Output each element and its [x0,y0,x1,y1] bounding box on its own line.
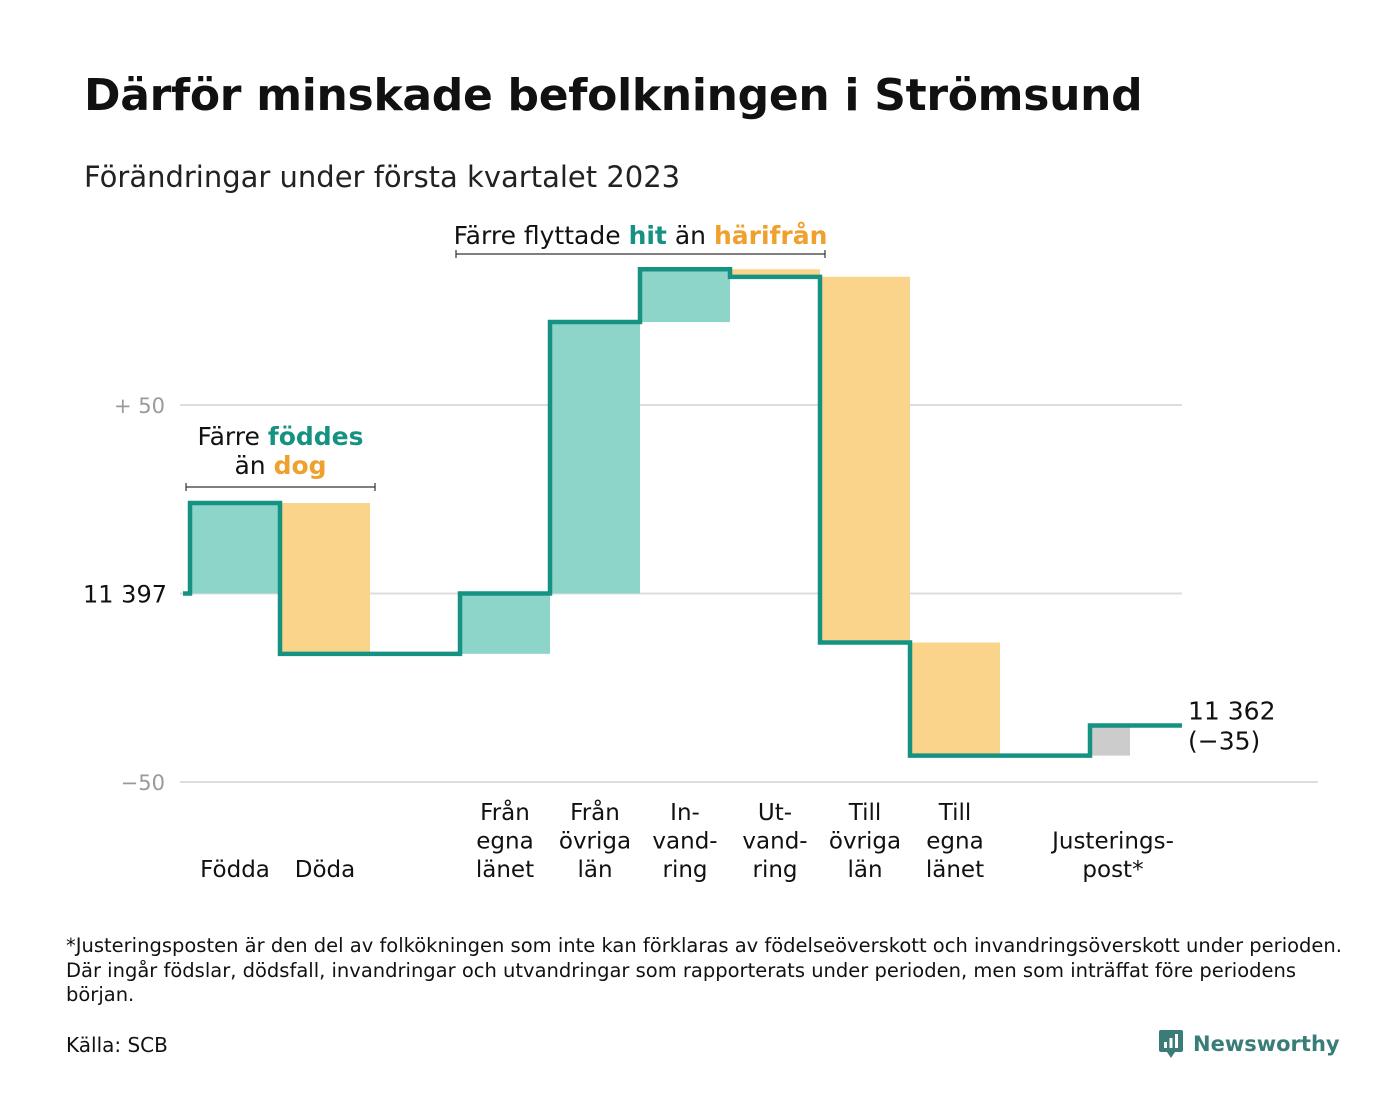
category-label-line: egna [926,829,983,855]
annotation-text: Färre föddes [198,422,364,451]
bar-decrease [730,269,820,277]
category-label-line: post* [1082,857,1143,883]
category-label-line: Från [480,798,530,826]
category-label: Till övriga län [829,800,901,883]
category-label-line: In- [670,800,700,826]
annotation-text-part: dog [274,451,327,480]
category-label: Från övriga län [559,798,631,883]
category-label-line: län [847,857,882,883]
category-label: In-vand-ring [652,800,717,883]
category-label-line: vand- [742,829,807,855]
category-label-line: Till [848,800,882,826]
annotation-text: än dog [234,451,326,480]
annotation-text: Färre flyttade hit än härifrån [454,221,828,250]
bar-decrease [820,276,910,643]
bar-decrease [910,642,1000,756]
annotation-text-part: föddes [268,422,364,451]
end-value-label: 11 362 [1188,696,1275,725]
cumulative-step-line [183,267,1182,758]
y-tick-label: + 50 [114,394,165,418]
category-label-line: vand- [652,829,717,855]
category-label: Ut-vand-ring [742,800,807,883]
category-label-line: övriga [559,829,631,855]
category-label: Till egna länet [926,800,984,883]
category-label-line: länet [476,857,534,883]
category-label-line: Till [938,800,972,826]
category-label-line: ring [752,857,797,883]
category-label-line: län [577,857,612,883]
footnote: *Justeringsposten är den del av folkökni… [66,934,1342,1006]
bar-adjustment [1090,725,1130,756]
category-label: Födda [200,857,270,883]
source-credit: Källa: SCB [66,1033,168,1057]
annotation-text-part: än [667,221,714,250]
annotation-text-part: Färre flyttade [454,221,629,250]
bar-increase [460,593,550,654]
chart-title: Därför minskade befolkningen i Strömsund [84,70,1143,121]
category-label: Från egna länet [476,798,534,883]
annotation-text-part: härifrån [714,221,827,250]
baseline-value-label: 11 397 [83,581,167,609]
y-tick-label: −50 [121,771,165,795]
brand-name: Newsworthy [1193,1032,1340,1056]
end-change-label: (−35) [1188,726,1260,755]
category-label-line: ring [662,857,707,883]
category-label: Döda [295,857,355,883]
category-label-line: Döda [295,857,355,883]
chart-subtitle: Förändringar under första kvartalet 2023 [84,160,681,194]
annotation-text-part: hit [629,221,667,250]
bar-increase [550,322,640,594]
annotation-text-part: än [234,451,273,480]
brand-logo: Newsworthy [1158,1027,1340,1061]
annotation-text-part: Färre [198,422,268,451]
category-label: Justerings-post* [1050,829,1174,884]
category-label-line: Födda [200,857,270,883]
bar-increase [640,269,730,323]
category-label-line: egna [476,829,533,855]
bar-decrease [280,503,370,654]
category-label-line: Från [570,798,620,826]
category-label-line: Justerings- [1050,829,1174,855]
category-label-line: Ut- [758,800,792,826]
bar-increase [190,503,280,594]
newsworthy-logo-icon [1159,1030,1183,1058]
category-label-line: övriga [829,829,901,855]
category-label-line: länet [926,857,984,883]
